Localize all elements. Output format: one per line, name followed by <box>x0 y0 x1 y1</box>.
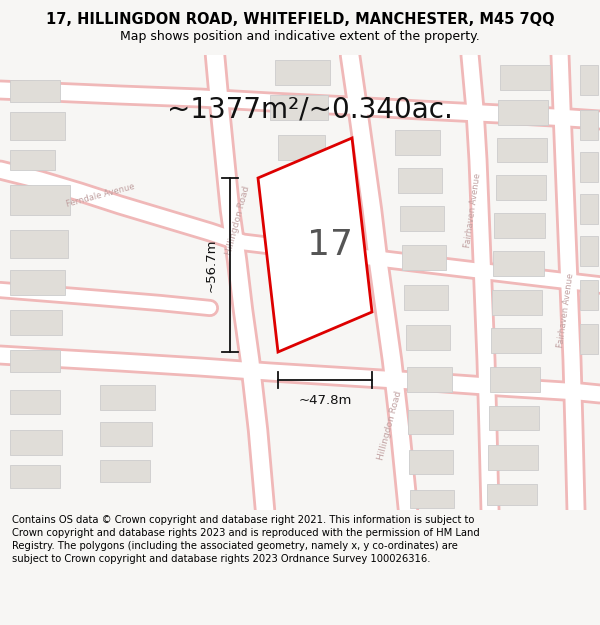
Text: ~47.8m: ~47.8m <box>298 394 352 407</box>
Polygon shape <box>580 236 598 266</box>
Text: Fairhaven Avenue: Fairhaven Avenue <box>463 172 482 248</box>
Polygon shape <box>402 245 446 270</box>
Polygon shape <box>497 138 547 162</box>
Text: 17, HILLINGDON ROAD, WHITEFIELD, MANCHESTER, M45 7QQ: 17, HILLINGDON ROAD, WHITEFIELD, MANCHES… <box>46 12 554 27</box>
Polygon shape <box>282 170 326 195</box>
Polygon shape <box>492 290 542 315</box>
Text: 17: 17 <box>307 228 353 262</box>
Polygon shape <box>100 422 152 446</box>
Text: ~1377m²/~0.340ac.: ~1377m²/~0.340ac. <box>167 96 453 124</box>
Text: Ferndale Avenue: Ferndale Avenue <box>65 181 135 209</box>
Text: Hillingdon Road: Hillingdon Road <box>376 389 404 461</box>
Polygon shape <box>10 230 68 258</box>
Polygon shape <box>488 445 538 470</box>
Text: Hillingdon Road: Hillingdon Road <box>224 184 251 256</box>
Polygon shape <box>400 206 444 231</box>
Text: ~56.7m: ~56.7m <box>205 238 218 292</box>
Polygon shape <box>280 215 325 242</box>
Polygon shape <box>404 285 448 310</box>
Polygon shape <box>10 310 62 335</box>
Polygon shape <box>498 100 548 125</box>
Polygon shape <box>100 385 155 410</box>
Text: Map shows position and indicative extent of the property.: Map shows position and indicative extent… <box>120 30 480 43</box>
Polygon shape <box>491 328 541 353</box>
Polygon shape <box>410 490 454 508</box>
Polygon shape <box>409 450 453 474</box>
Polygon shape <box>580 194 598 224</box>
Polygon shape <box>100 460 150 482</box>
Polygon shape <box>282 255 323 280</box>
Polygon shape <box>487 484 537 505</box>
Polygon shape <box>10 270 65 295</box>
Polygon shape <box>580 65 598 95</box>
Polygon shape <box>395 130 440 155</box>
Polygon shape <box>398 168 442 193</box>
Polygon shape <box>10 390 60 414</box>
Polygon shape <box>275 60 330 85</box>
Polygon shape <box>258 138 372 352</box>
Polygon shape <box>10 112 65 140</box>
Polygon shape <box>500 65 550 90</box>
Polygon shape <box>270 95 328 120</box>
Polygon shape <box>408 410 453 434</box>
Polygon shape <box>278 135 325 160</box>
Polygon shape <box>10 430 62 455</box>
Polygon shape <box>10 150 55 170</box>
Polygon shape <box>10 185 70 215</box>
Text: Fairhaven Avenue: Fairhaven Avenue <box>556 272 575 348</box>
Polygon shape <box>496 175 546 200</box>
Polygon shape <box>580 152 598 182</box>
Polygon shape <box>580 110 598 140</box>
Text: Contains OS data © Crown copyright and database right 2021. This information is : Contains OS data © Crown copyright and d… <box>12 515 480 564</box>
Polygon shape <box>580 324 598 354</box>
Polygon shape <box>489 406 539 430</box>
Polygon shape <box>10 465 60 488</box>
Polygon shape <box>494 213 545 238</box>
Polygon shape <box>406 325 450 350</box>
Polygon shape <box>10 350 60 372</box>
Polygon shape <box>493 251 544 276</box>
Polygon shape <box>490 367 540 392</box>
Polygon shape <box>407 367 452 392</box>
Polygon shape <box>10 80 60 102</box>
Polygon shape <box>580 280 598 310</box>
